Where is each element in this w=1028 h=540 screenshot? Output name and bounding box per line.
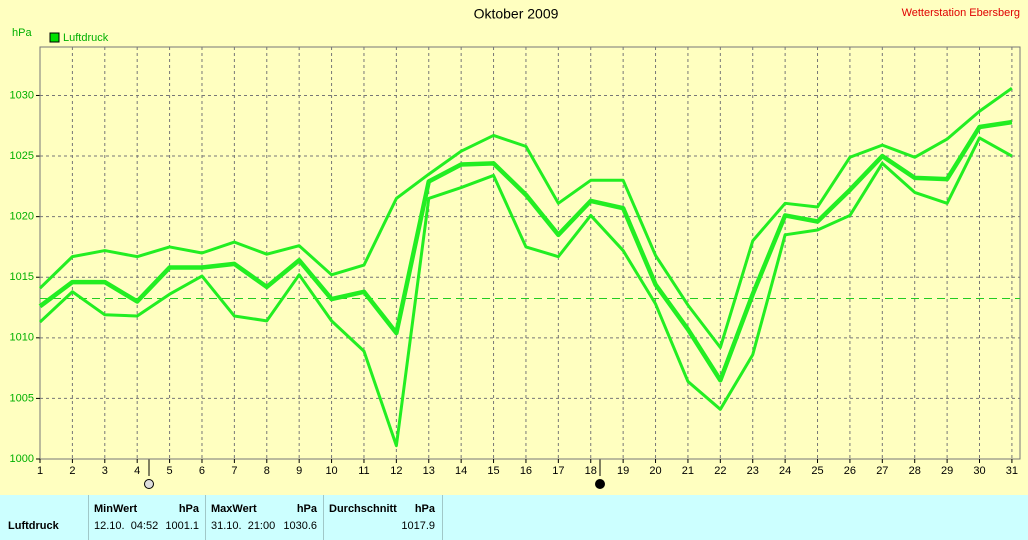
x-tick-label: 18	[585, 465, 597, 477]
x-tick-label: 25	[811, 465, 823, 477]
y-tick-label: 1010	[10, 332, 34, 344]
column-header: MaxWert	[211, 503, 257, 515]
x-tick-label: 21	[682, 465, 694, 477]
cell-time: 12.10. 04:52	[94, 520, 159, 532]
x-tick-label: 9	[296, 465, 302, 477]
y-tick-label: 1000	[10, 453, 34, 465]
x-tick-label: 7	[231, 465, 237, 477]
y-tick-label: 1005	[10, 392, 34, 404]
x-tick-label: 13	[423, 465, 435, 477]
x-tick-label: 10	[325, 465, 337, 477]
x-tick-label: 31	[1006, 465, 1018, 477]
chart: Oktober 2009 Wetterstation Ebersberg hPa…	[10, 6, 1021, 489]
cell-value: 1017.9	[401, 520, 435, 532]
column-header: MinWert	[94, 503, 138, 515]
legend-label: Luftdruck	[63, 32, 109, 44]
x-tick-label: 24	[779, 465, 791, 477]
x-tick-label: 11	[358, 465, 369, 477]
plot-frame	[39, 46, 1021, 460]
x-tick-label: 14	[455, 465, 467, 477]
column-unit: hPa	[296, 503, 317, 515]
station-name: Wetterstation Ebersberg	[902, 7, 1020, 19]
x-tick-label: 22	[714, 465, 726, 477]
column-unit: hPa	[178, 503, 199, 515]
x-tick-label: 30	[973, 465, 985, 477]
y-tick-label: 1030	[10, 89, 34, 101]
data-line	[38, 119, 1013, 383]
x-tick-label: 17	[552, 465, 564, 477]
table-column	[88, 495, 206, 540]
x-tick-label: 15	[487, 465, 499, 477]
x-tick-label: 19	[617, 465, 629, 477]
x-tick-label: 4	[134, 465, 140, 477]
cell-time: 31.10. 21:00	[211, 520, 276, 532]
full-moon-icon	[144, 479, 154, 489]
x-tick-label: 27	[876, 465, 888, 477]
chart-title: Oktober 2009	[474, 6, 559, 22]
x-tick-label: 20	[649, 465, 661, 477]
stats-table: Luftdruck MinWert hPa 12.10. 04:52 1001.1 Ma…	[0, 495, 1028, 540]
row-label: Luftdruck	[8, 520, 59, 532]
column-unit: hPa	[414, 503, 435, 515]
table-column	[205, 495, 324, 540]
x-tick-label: 1	[37, 465, 43, 477]
y-tick-label: 1020	[10, 211, 34, 223]
legend-swatch	[49, 32, 60, 43]
x-tick-label: 16	[520, 465, 532, 477]
data-line	[38, 136, 1013, 448]
x-tick-label: 26	[844, 465, 856, 477]
cell-value: 1030.6	[283, 520, 317, 532]
x-tick-label: 8	[264, 465, 270, 477]
x-tick-label: 3	[102, 465, 108, 477]
x-tick-label: 2	[69, 465, 75, 477]
x-tick-label: 5	[167, 465, 173, 477]
new-moon-icon	[595, 479, 605, 489]
x-tick-label: 12	[390, 465, 402, 477]
y-tick-label: 1015	[10, 271, 34, 283]
data-line	[38, 86, 1013, 350]
cell-value: 1001.1	[165, 520, 199, 532]
column-header: Durchschnitt	[329, 503, 397, 515]
x-tick-label: 23	[747, 465, 759, 477]
x-tick-label: 28	[909, 465, 921, 477]
y-tick-label: 1025	[10, 150, 34, 162]
table-column	[323, 495, 443, 540]
x-tick-label: 6	[199, 465, 205, 477]
y-axis-label: hPa	[12, 27, 32, 39]
x-tick-label: 29	[941, 465, 953, 477]
